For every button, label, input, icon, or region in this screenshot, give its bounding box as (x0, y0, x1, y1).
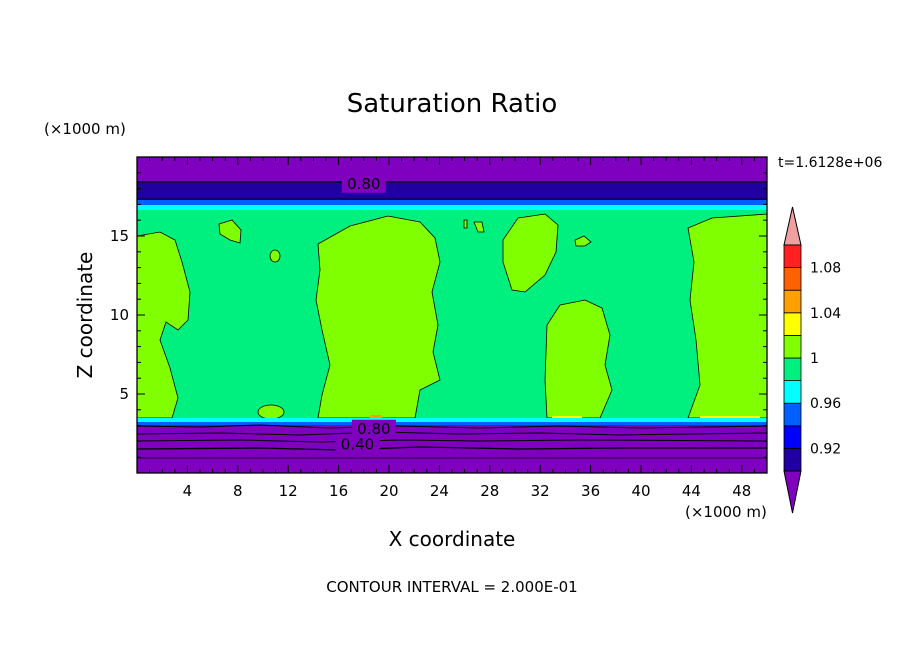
x-tick-label: 48 (732, 482, 751, 500)
y-axis-ticks: 5 10 15 (110, 172, 767, 458)
y-tick-label: 10 (110, 306, 129, 324)
y-axis-label: Z coordinate (73, 252, 97, 379)
blob-center-right (544, 299, 613, 419)
blob-small-3 (257, 404, 285, 420)
lower-cyan-edge (137, 418, 767, 422)
blob-small-2 (269, 249, 281, 263)
contour-interval-footer: CONTOUR INTERVAL = 2.000E-01 (326, 578, 577, 596)
x-tick-label: 36 (581, 482, 600, 500)
x-tick-label: 4 (183, 482, 193, 500)
colorbar-segment (783, 244, 802, 269)
lower-hot-line-3 (700, 416, 760, 418)
lower-contour-line-4 (137, 446, 767, 451)
x-axis-label: X coordinate (389, 527, 516, 551)
colorbar-segment (783, 425, 802, 449)
lower-hot-line (370, 415, 382, 418)
contour-label-bg (351, 419, 396, 438)
blob-left (137, 231, 191, 419)
lower-contour-line-2 (137, 431, 767, 436)
contour-field (137, 157, 767, 473)
colorbar-label: 1.08 (810, 261, 841, 277)
x-tick-label: 44 (682, 482, 701, 500)
blob-small-1 (218, 219, 242, 244)
colorbar-segment (783, 289, 802, 314)
contour-label: 0.40 (341, 436, 374, 454)
blob-right (687, 213, 767, 419)
blob-small-4 (463, 219, 485, 233)
upper-dark-band (137, 181, 767, 200)
colorbar: 0.92 0.96 1 1.04 1.08 (783, 206, 841, 514)
upper-cyan-edge (137, 205, 767, 210)
x-tick-label: 12 (279, 482, 298, 500)
x-tick-label: 28 (480, 482, 499, 500)
contour-labels: 0.800.800.40 (335, 174, 396, 454)
contour-label: 0.80 (347, 175, 380, 193)
colorbar-label: 0.96 (810, 396, 841, 412)
x-tick-label: 32 (531, 482, 550, 500)
colorbar-top-arrow (783, 206, 802, 246)
blob-center-left (315, 215, 441, 419)
colorbar-label: 1 (810, 351, 819, 367)
y-units-label: (×1000 m) (44, 120, 126, 138)
lower-hot-line-2 (552, 416, 582, 418)
x-tick-label: 40 (631, 482, 650, 500)
colorbar-bottom-arrow (783, 470, 802, 514)
chart-title: Saturation Ratio (347, 89, 558, 119)
contour-label: 0.80 (357, 420, 390, 438)
lower-purple-band (137, 425, 767, 473)
colorbar-label: 0.92 (810, 441, 841, 457)
contour-label-bg (335, 435, 380, 454)
colorbar-segment (783, 267, 802, 291)
x-tick-label: 16 (329, 482, 348, 500)
x-units-label: (×1000 m) (685, 503, 767, 521)
colorbar-segment (783, 312, 802, 336)
colorbar-segment (783, 402, 802, 427)
upper-blue-edge (137, 200, 767, 205)
colorbar-segment (783, 357, 802, 382)
lower-contour-line-1 (137, 424, 767, 429)
x-tick-label: 8 (233, 482, 243, 500)
colorbar-segment (783, 380, 802, 404)
blob-center (502, 213, 559, 293)
lower-blue-edge (137, 422, 767, 425)
y-tick-label: 5 (119, 385, 129, 403)
x-tick-label: 20 (379, 482, 398, 500)
blob-small-5 (574, 235, 592, 247)
lower-contour-line-3 (137, 439, 767, 443)
colorbar-segment (783, 447, 802, 472)
x-axis-ticks: 4 8 12 16 20 24 28 32 36 40 44 48 (149, 157, 755, 500)
colorbar-segment (783, 334, 802, 359)
y-tick-label: 15 (110, 227, 129, 245)
x-tick-label: 24 (430, 482, 449, 500)
time-label: t=1.6128e+06 (778, 155, 882, 171)
colorbar-label: 1.04 (810, 306, 841, 322)
contour-label-bg (341, 174, 386, 193)
